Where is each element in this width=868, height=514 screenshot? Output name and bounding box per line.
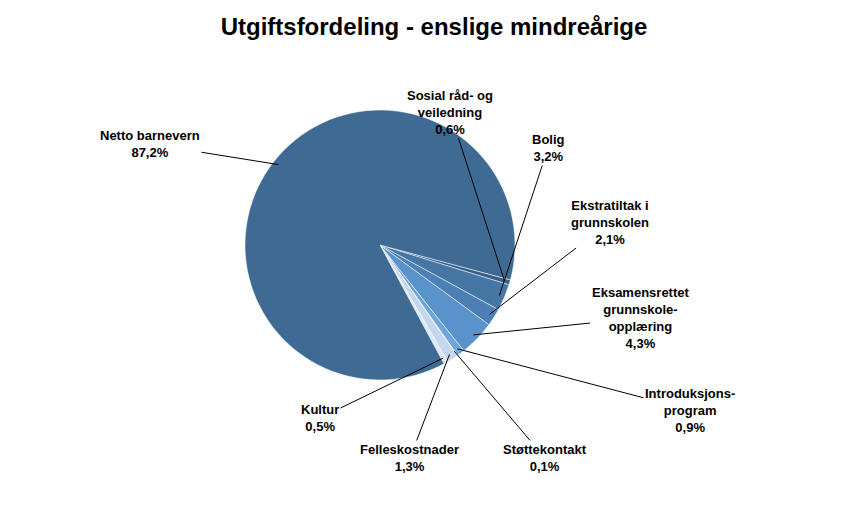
svg-text:Utgiftsfordeling - enslige min: Utgiftsfordeling - enslige mindreårige (221, 13, 648, 40)
svg-text:Felleskostnader1,3%: Felleskostnader1,3% (360, 442, 459, 474)
svg-text:Ekstratiltak igrunnskolen2,1%: Ekstratiltak igrunnskolen2,1% (571, 198, 649, 247)
svg-text:Sosial råd- ogveiledning0,6%: Sosial råd- ogveiledning0,6% (407, 88, 493, 137)
svg-text:Støttekontakt0,1%: Støttekontakt0,1% (503, 442, 587, 474)
svg-text:Eksamensrettetgrunnskole-opplæ: Eksamensrettetgrunnskole-opplæring4,3% (592, 285, 689, 351)
svg-text:Bolig3,2%: Bolig3,2% (532, 132, 565, 164)
svg-text:Kultur0,5%: Kultur0,5% (301, 402, 339, 434)
svg-text:Introduksjons-program0,9%: Introduksjons-program0,9% (645, 386, 735, 435)
svg-text:Netto barnevern87,2%: Netto barnevern87,2% (100, 128, 200, 160)
